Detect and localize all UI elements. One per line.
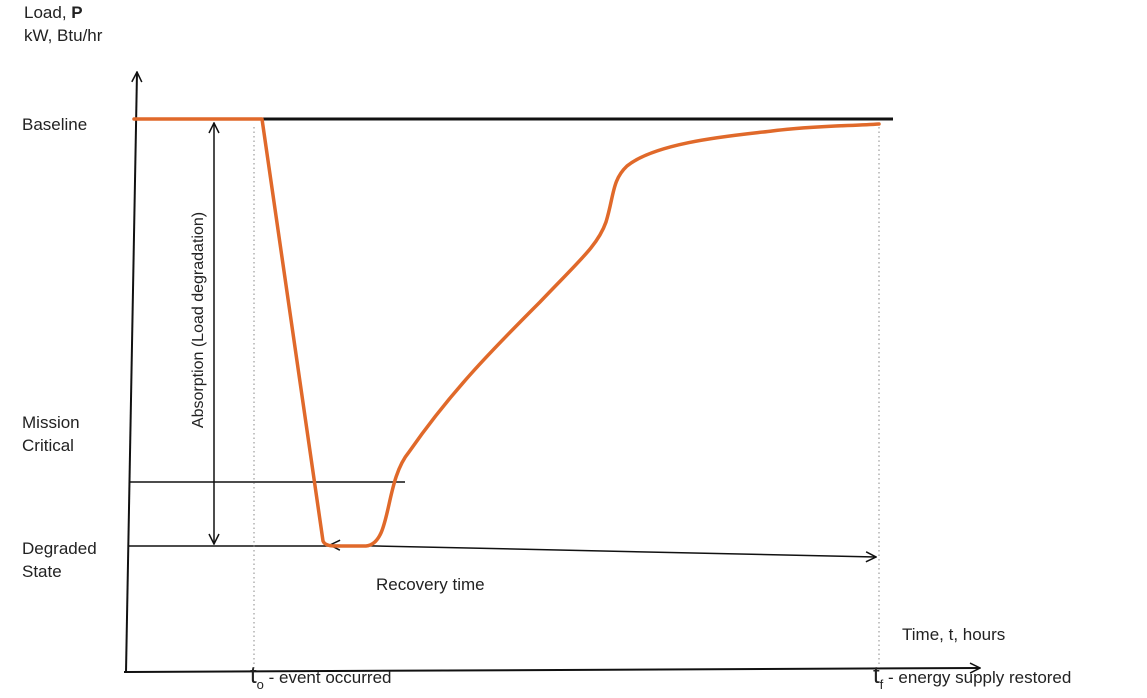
tf-label: tf - energy supply restored	[873, 660, 1071, 693]
x-axis	[123, 668, 980, 672]
load-curve	[132, 117, 881, 548]
t0-description: - event occurred	[268, 668, 392, 687]
y-axis	[125, 72, 137, 673]
y-axis-title-symbol: P	[71, 3, 83, 22]
absorption-label: Absorption (Load degradation)	[190, 211, 207, 429]
degraded-state-label-line2: State	[22, 561, 62, 581]
y-axis-title-text: Load,	[24, 3, 67, 22]
tf-description: - energy supply restored	[888, 668, 1072, 687]
recovery-time-label: Recovery time	[376, 575, 485, 594]
mission-critical-label: Mission Critical	[22, 412, 80, 458]
x-axis-title: Time, t, hours	[902, 625, 1006, 644]
recovery-time-arrow	[330, 545, 876, 557]
t0-label: to - event occurred	[250, 660, 391, 693]
mission-critical-label-line2: Critical	[22, 435, 74, 455]
degraded-state-label-line1: Degraded	[22, 539, 97, 558]
t0-symbol: to	[250, 662, 264, 692]
tf-symbol: tf	[873, 662, 884, 692]
y-axis-title: Load, P kW, Btu/hr	[24, 2, 102, 48]
baseline-label: Baseline	[22, 115, 88, 134]
degraded-state-label: Degraded State	[22, 538, 97, 584]
y-axis-units: kW, Btu/hr	[24, 25, 103, 45]
mission-critical-label-line1: Mission	[22, 413, 80, 432]
